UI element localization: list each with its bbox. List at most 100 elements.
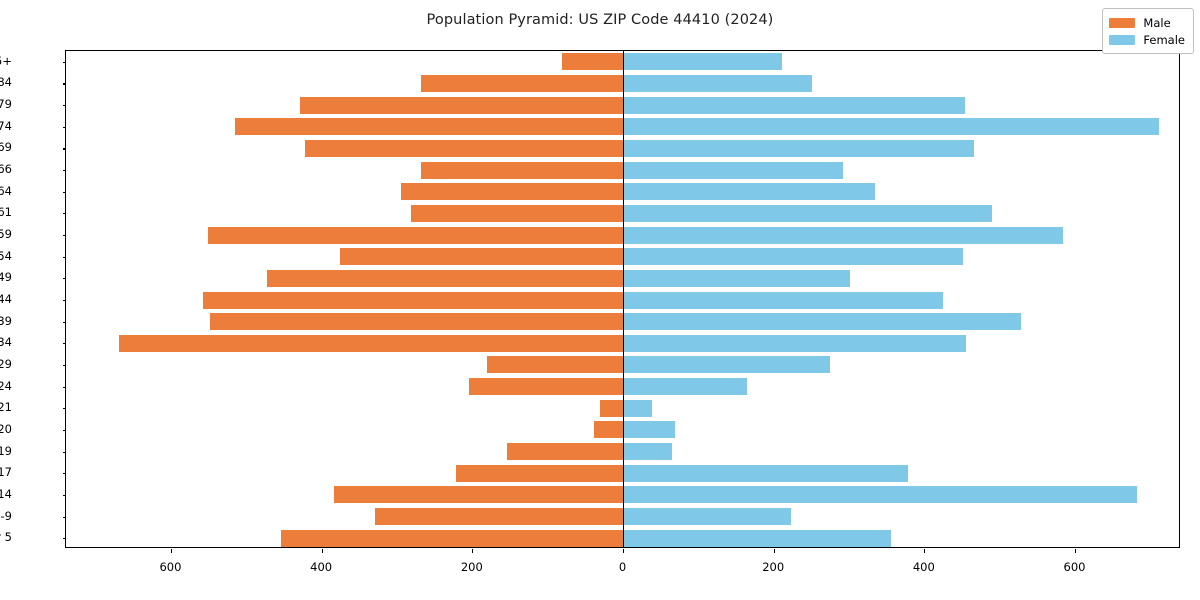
chart-legend: Male Female <box>1102 8 1194 54</box>
ytick-label-85-: 85+ <box>0 53 12 68</box>
ytick-mark <box>62 364 66 367</box>
plot-inner <box>66 51 1179 547</box>
ytick-mark <box>62 429 66 431</box>
ytick-mark <box>62 343 66 345</box>
bar-male-60-61 <box>411 204 624 222</box>
ytick-mark <box>62 126 66 128</box>
xtick-mark <box>321 549 323 553</box>
xtick-label-3: 0 <box>618 560 627 574</box>
ytick-label-70-74: 70-74 <box>0 118 12 133</box>
ytick-label-5-9: 5-9 <box>0 508 12 523</box>
bar-male-25-29 <box>487 356 624 374</box>
bar-female-45-49 <box>623 269 850 287</box>
bar-male-30-34 <box>119 334 624 352</box>
bar-male-75-79 <box>299 96 624 114</box>
xtick-label-5: 400 <box>912 560 935 574</box>
bar-female-5-9 <box>623 508 791 526</box>
ytick-mark <box>62 213 66 215</box>
bar-male-67-69 <box>304 139 624 157</box>
ytick-label-80-84: 80-84 <box>0 75 12 90</box>
ytick-mark <box>62 278 66 280</box>
ytick-mark <box>62 170 66 172</box>
xtick-mark <box>773 549 775 553</box>
ytick-label-25-29: 25-29 <box>0 356 12 371</box>
bar-male-55-59 <box>207 226 624 244</box>
bar-female-15-17 <box>623 464 908 482</box>
bar-male-62-64 <box>400 183 624 201</box>
bar-female-40-44 <box>623 291 943 309</box>
bar-male-50-54 <box>340 248 624 266</box>
ytick-label-40-44: 40-44 <box>0 292 12 306</box>
ytick-label-62-64: 62-64 <box>0 183 12 198</box>
bar-female-60-61 <box>623 204 992 222</box>
ytick-label-10-14: 10-14 <box>0 486 12 501</box>
bar-female-10-14 <box>623 486 1138 504</box>
ytick-label-20: 20 <box>0 421 12 436</box>
ytick-mark <box>62 83 66 85</box>
xtick-label-2: 200 <box>460 560 483 574</box>
xtick-mark <box>1075 549 1077 553</box>
zero-axis-line <box>622 51 625 547</box>
bar-male-45-49 <box>267 269 624 287</box>
ytick-mark <box>62 494 66 496</box>
xtick-mark <box>924 549 926 553</box>
legend-label-male: Male <box>1143 15 1171 30</box>
bar-female-18-19 <box>623 443 673 461</box>
ytick-mark <box>62 473 66 475</box>
ytick-label-55-59: 55-59 <box>0 227 12 242</box>
bar-female-67-69 <box>623 139 974 157</box>
xtick-label-0: 600 <box>159 560 182 574</box>
xtick-label-6: 600 <box>1063 560 1086 574</box>
bar-male-85- <box>561 53 624 71</box>
bar-female-30-34 <box>623 334 966 352</box>
bar-female-65-66 <box>623 161 843 179</box>
ytick-mark <box>62 148 66 150</box>
bar-male-40-44 <box>203 291 624 309</box>
bar-female-35-39 <box>623 313 1021 331</box>
ytick-label-67-69: 67-69 <box>0 140 12 155</box>
bar-male-70-74 <box>234 118 624 136</box>
bar-female-21 <box>623 399 653 417</box>
legend-swatch-male <box>1109 17 1136 28</box>
ytick-label-18-19: 18-19 <box>0 443 12 458</box>
bar-male-35-39 <box>209 313 624 331</box>
bar-male-20 <box>594 421 624 439</box>
ytick-label-45-49: 45-49 <box>0 270 12 285</box>
xtick-mark <box>623 549 625 553</box>
bar-female-70-74 <box>623 118 1160 136</box>
bar-female-20 <box>623 421 676 439</box>
bar-female-80-84 <box>623 74 812 92</box>
ytick-mark <box>62 191 66 193</box>
legend-item-male[interactable]: Male <box>1109 14 1185 31</box>
bar-female-50-54 <box>623 248 964 266</box>
ytick-mark <box>62 61 66 63</box>
ytick-label-35-39: 35-39 <box>0 313 12 328</box>
ytick-label-15-17: 15-17 <box>0 465 12 480</box>
bar-male-5-9 <box>374 508 624 526</box>
bar-male-15-17 <box>456 464 624 482</box>
ytick-mark <box>62 235 66 237</box>
ytick-label-21: 21 <box>0 400 12 415</box>
bar-male-22-24 <box>469 378 624 396</box>
xtick-label-4: 200 <box>762 560 785 574</box>
ytick-label-65-66: 65-66 <box>0 162 12 177</box>
ytick-label-30-34: 30-34 <box>0 335 12 350</box>
ytick-mark <box>62 516 66 518</box>
ytick-label-under-5: Under 5 <box>0 530 12 545</box>
legend-swatch-female <box>1109 34 1136 45</box>
ytick-label-50-54: 50-54 <box>0 248 12 263</box>
bar-male-65-66 <box>420 161 624 179</box>
bar-female-25-29 <box>623 356 830 374</box>
ytick-mark <box>62 408 66 410</box>
legend-item-female[interactable]: Female <box>1109 31 1185 48</box>
bar-female-55-59 <box>623 226 1064 244</box>
xtick-mark <box>170 549 173 553</box>
bar-male-10-14 <box>334 486 624 504</box>
ytick-mark <box>62 256 66 258</box>
bar-male-80-84 <box>420 74 624 92</box>
ytick-mark <box>62 538 66 540</box>
plot-area <box>62 50 1180 553</box>
ytick-label-75-79: 75-79 <box>0 97 12 112</box>
ytick-label-22-24: 22-24 <box>0 378 12 393</box>
